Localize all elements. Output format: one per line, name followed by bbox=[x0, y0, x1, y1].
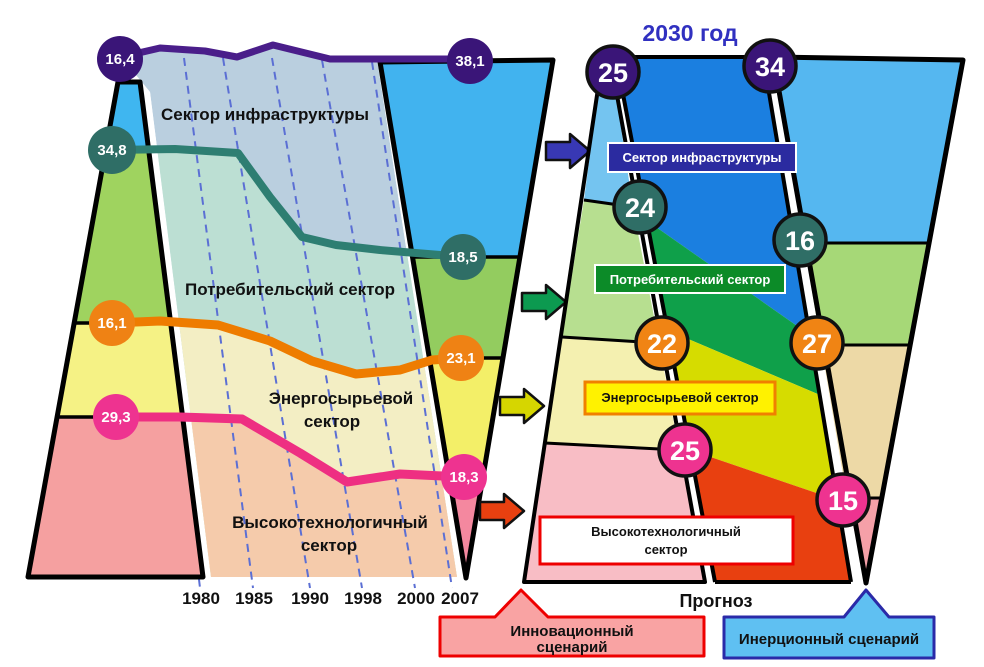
trend-line-consumer bbox=[111, 145, 467, 261]
trend-line-hitech bbox=[111, 412, 469, 487]
forecast-axis-label: Прогноз bbox=[679, 591, 752, 611]
innovation-energy-value: 22 bbox=[647, 329, 677, 359]
inertial-infra-value: 34 bbox=[755, 52, 785, 82]
year-label-1985: 1985 bbox=[235, 589, 273, 608]
arrow-energy-icon bbox=[498, 387, 546, 425]
forecast-sector-labels: Сектор инфраструктуры Потребительский се… bbox=[538, 142, 797, 566]
bubble-energy-1980: 16,1 bbox=[97, 315, 126, 332]
inertial-scenario-callout: Инерционный сценарий bbox=[722, 588, 936, 660]
hitech-label-1: Высокотехнологичный bbox=[591, 524, 741, 539]
energy-label-box bbox=[583, 380, 777, 416]
bubble-hitech-2007: 18,3 bbox=[449, 469, 478, 486]
year-axis: 1980 1985 1990 1998 2000 2007 bbox=[182, 589, 479, 608]
funnel-band-hitech bbox=[449, 477, 483, 578]
consumer-label-box bbox=[594, 264, 786, 294]
arrow-infrastructure-icon bbox=[544, 132, 592, 170]
gridline-2007 bbox=[371, 61, 453, 589]
gridline-1990 bbox=[222, 57, 311, 589]
inertial-hitech-value: 15 bbox=[828, 486, 858, 516]
gridline-1998 bbox=[271, 57, 363, 589]
value-bubbles-1980: 16,4 34,8 16,1 29,3 bbox=[88, 36, 143, 440]
infrastructure-label: Сектор инфраструктуры bbox=[622, 150, 781, 165]
fan-label-consumer: Потребительский сектор bbox=[185, 280, 395, 299]
transition-arrows bbox=[478, 132, 592, 530]
inertial-band-consumer bbox=[804, 243, 929, 345]
history-area-chart: Сектор инфраструктуры Потребительский се… bbox=[25, 36, 556, 608]
trend-line-infrastructure bbox=[117, 41, 472, 63]
pyramid-band-energy bbox=[57, 323, 183, 417]
innovation-scenario-label-1: Инновационный bbox=[510, 623, 633, 640]
fan-label-energy-1: Энергосырьевой bbox=[269, 389, 414, 408]
hitech-label-2: сектор bbox=[644, 542, 687, 557]
year-label-2000: 2000 bbox=[397, 589, 435, 608]
bubble-consumer-1980: 34,8 bbox=[97, 142, 126, 159]
year-label-2007: 2007 bbox=[441, 589, 479, 608]
year-label-1998: 1998 bbox=[344, 589, 382, 608]
consumer-label: Потребительский сектор bbox=[610, 272, 771, 287]
arrow-hitech-icon bbox=[478, 492, 526, 530]
innovation-bubbles bbox=[585, 44, 713, 478]
inertial-energy-value: 27 bbox=[802, 329, 832, 359]
value-bubbles-2007: 38,1 18,5 23,1 18,3 bbox=[438, 38, 493, 500]
forecast-2030: 2030 год bbox=[438, 20, 966, 660]
bubble-consumer-2007: 18,5 bbox=[448, 249, 477, 266]
innovation-scenario-label-2: сценарий bbox=[537, 639, 608, 656]
inertial-bubbles bbox=[742, 38, 871, 528]
innovation-infra-value: 25 bbox=[598, 58, 628, 88]
inertial-band-infrastructure bbox=[773, 57, 963, 243]
bubble-infra-2007: 38,1 bbox=[455, 53, 484, 70]
transition-band-consumer bbox=[646, 220, 820, 395]
year-label-1980: 1980 bbox=[182, 589, 220, 608]
fan-label-infrastructure: Сектор инфраструктуры bbox=[161, 105, 369, 124]
arrow-consumer-icon bbox=[520, 283, 568, 321]
bubble-energy-2007: 23,1 bbox=[446, 350, 475, 367]
forecast-title: 2030 год bbox=[642, 20, 738, 46]
bubble-hitech-1980: 29,3 bbox=[101, 409, 130, 426]
pyramid-1980 bbox=[25, 79, 206, 580]
funnel-band-energy bbox=[429, 358, 503, 477]
fan-label-energy-2: сектор bbox=[304, 412, 360, 431]
fan-label-hitech-2: сектор bbox=[301, 536, 357, 555]
energy-label: Энергосырьевой сектор bbox=[601, 390, 758, 405]
fan-label-hitech-1: Высокотехнологичный bbox=[232, 513, 428, 532]
trend-line-energy bbox=[107, 316, 466, 379]
pyramid-band-hitech bbox=[28, 417, 203, 577]
innovation-hitech-value: 25 bbox=[670, 436, 700, 466]
bubble-infra-1980: 16,4 bbox=[105, 51, 135, 68]
funnel-band-infrastructure bbox=[380, 60, 553, 257]
inertial-consumer-value: 16 bbox=[785, 226, 815, 256]
innovation-consumer-value: 24 bbox=[625, 193, 655, 223]
gridline-2000 bbox=[321, 59, 416, 589]
hitech-label-box bbox=[538, 515, 795, 566]
funnel-band-consumer bbox=[412, 257, 520, 358]
inertial-scenario-label: Инерционный сценарий bbox=[739, 631, 919, 648]
infrastructure-label-box bbox=[607, 142, 797, 173]
innovation-scenario-callout: Инновационный сценарий bbox=[438, 588, 706, 658]
funnel-2007 bbox=[377, 57, 556, 581]
year-label-1990: 1990 bbox=[291, 589, 329, 608]
